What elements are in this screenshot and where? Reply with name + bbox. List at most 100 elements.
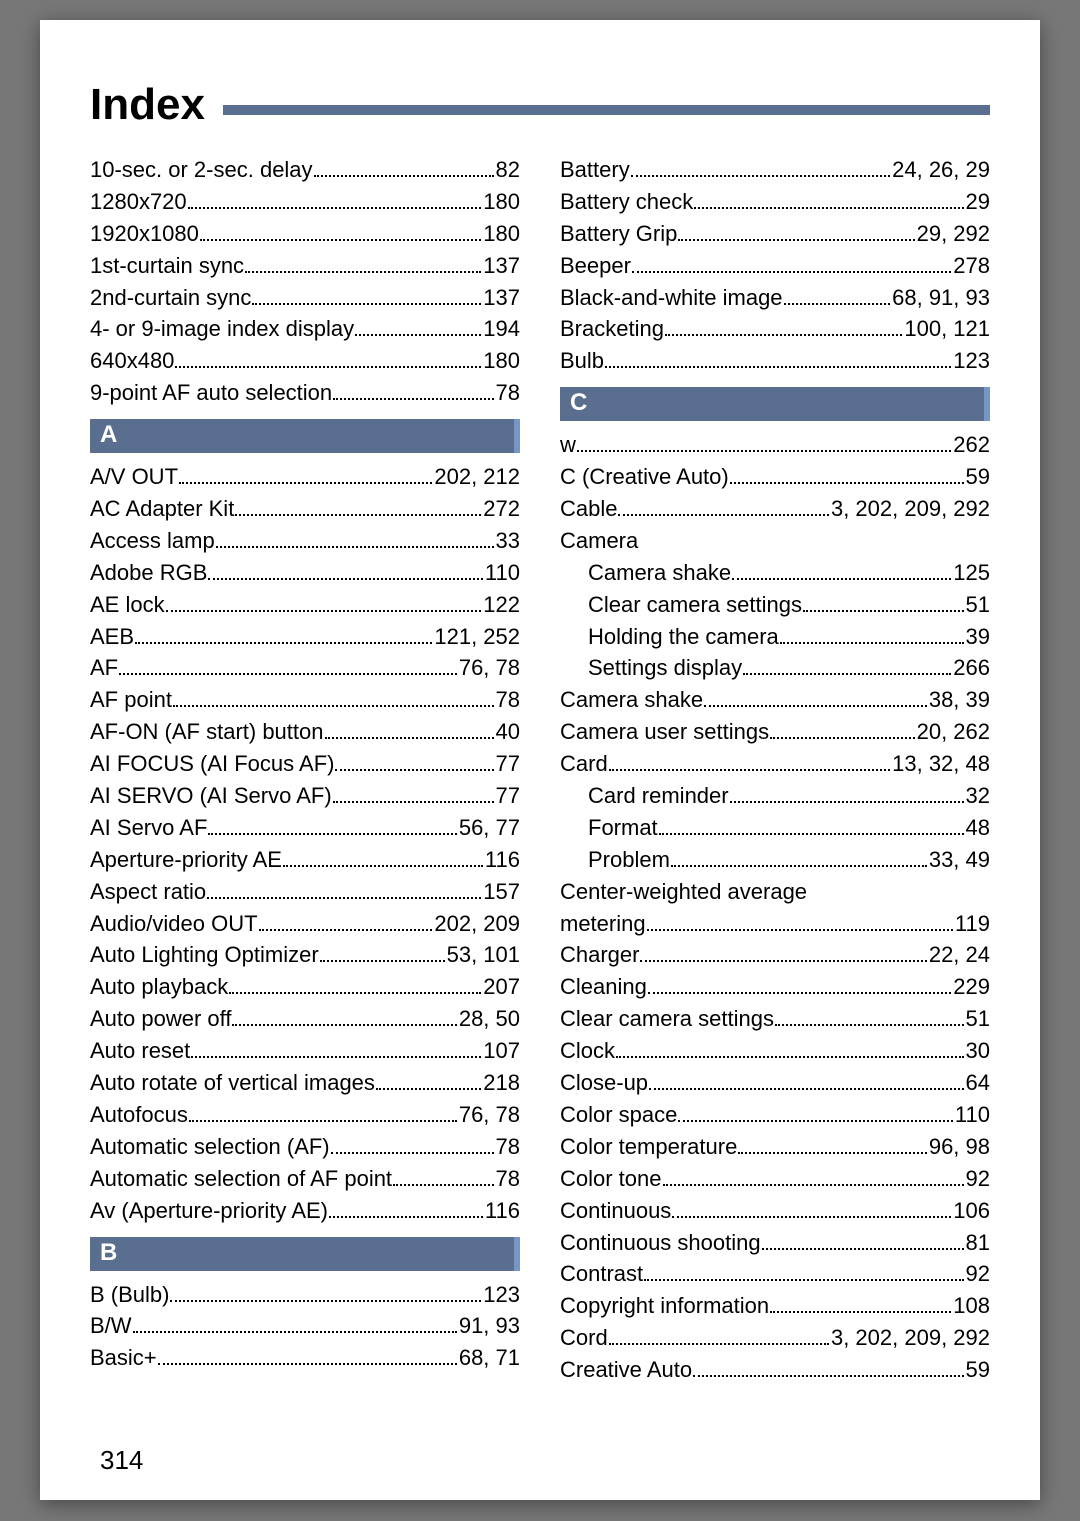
index-entry: A/V OUT 202, 212 xyxy=(90,461,520,493)
index-pages: 32 xyxy=(965,780,990,812)
leader-dots xyxy=(333,801,494,803)
leader-dots xyxy=(577,450,951,452)
index-entry: B (Bulb)123 xyxy=(90,1279,520,1311)
leader-dots xyxy=(200,239,481,241)
index-pages: 266 xyxy=(952,652,990,684)
leader-dots xyxy=(678,1120,953,1122)
index-term: Auto power off xyxy=(90,1003,231,1035)
index-pages: 202, 212 xyxy=(433,461,520,493)
index-entry: Autofocus76, 78 xyxy=(90,1099,520,1131)
index-term: Center-weighted average xyxy=(560,876,807,908)
index-entry: Auto reset107 xyxy=(90,1035,520,1067)
index-pages: 108 xyxy=(952,1290,990,1322)
leader-dots xyxy=(166,610,482,612)
index-pages: 202, 209 xyxy=(433,908,520,940)
index-pages: 180 xyxy=(482,345,520,377)
leader-dots xyxy=(235,514,481,516)
index-term: 640x480 xyxy=(90,345,174,377)
leader-dots xyxy=(325,737,494,739)
index-pages: 229 xyxy=(952,971,990,1003)
leader-dots xyxy=(191,1056,481,1058)
index-term: Close-up xyxy=(560,1067,648,1099)
leader-dots xyxy=(320,960,445,962)
index-column-left: 10-sec. or 2-sec. delay821280x720 180 1920… xyxy=(90,154,520,1386)
index-term: Audio/video OUT xyxy=(90,908,258,940)
index-entry: AF point78 xyxy=(90,684,520,716)
index-entry: Creative Auto59 xyxy=(560,1354,990,1386)
leader-dots xyxy=(283,865,483,867)
index-term: 1280x720 xyxy=(90,186,187,218)
leader-dots xyxy=(216,546,494,548)
leader-dots xyxy=(762,1248,964,1250)
leader-dots xyxy=(189,1120,457,1122)
index-entry: Problem33, 49 xyxy=(560,844,990,876)
index-pages: 78 xyxy=(495,684,520,716)
index-entry: Copyright information108 xyxy=(560,1290,990,1322)
index-entry: Cleaning 229 xyxy=(560,971,990,1003)
index-term: Clock xyxy=(560,1035,615,1067)
index-pages: 180 xyxy=(482,186,520,218)
index-pages: 40 xyxy=(495,716,520,748)
index-term: AF xyxy=(90,652,118,684)
index-term: Clear camera settings xyxy=(560,1003,774,1035)
index-entry: Automatic selection of AF point78 xyxy=(90,1163,520,1195)
index-term: Battery check xyxy=(560,186,693,218)
index-pages: 122 xyxy=(482,589,520,621)
index-entry: Basic+68, 71 xyxy=(90,1342,520,1374)
index-entry: Black-and-white image68, 91, 93 xyxy=(560,282,990,314)
index-pages: 24, 26, 29 xyxy=(891,154,990,186)
index-term: 9-point AF auto selection xyxy=(90,377,332,409)
leader-dots xyxy=(605,366,951,368)
leader-dots xyxy=(229,992,481,994)
index-term: Auto Lighting Optimizer xyxy=(90,939,319,971)
leader-dots xyxy=(331,1152,494,1154)
index-entry: Battery24, 26, 29 xyxy=(560,154,990,186)
leader-dots xyxy=(730,482,964,484)
index-entry: Camera user settings20, 262 xyxy=(560,716,990,748)
index-term: Card reminder xyxy=(588,780,729,812)
index-term: Access lamp xyxy=(90,525,215,557)
index-entry: Access lamp33 xyxy=(90,525,520,557)
index-pages: 110 xyxy=(484,557,520,589)
index-entry: Auto power off 28, 50 xyxy=(90,1003,520,1035)
index-pages: 107 xyxy=(482,1035,520,1067)
index-term: 1920x1080 xyxy=(90,218,199,250)
index-entry: Card reminder 32 xyxy=(560,780,990,812)
index-columns: 10-sec. or 2-sec. delay821280x720 180 1920… xyxy=(90,154,990,1386)
index-entry: Camera shake38, 39 xyxy=(560,684,990,716)
index-pages: 28, 50 xyxy=(458,1003,520,1035)
index-term: 2nd-curtain sync xyxy=(90,282,251,314)
leader-dots xyxy=(770,1311,951,1313)
index-term: Creative Auto xyxy=(560,1354,692,1386)
leader-dots xyxy=(770,737,915,739)
index-entry: w262 xyxy=(560,429,990,461)
index-entry: 10-sec. or 2-sec. delay82 xyxy=(90,154,520,186)
index-pages: 81 xyxy=(965,1227,990,1259)
index-term: Av (Aperture-priority AE) xyxy=(90,1195,328,1227)
index-pages: 82 xyxy=(495,154,520,186)
index-pages: 68, 91, 93 xyxy=(891,282,990,314)
leader-dots xyxy=(640,960,926,962)
index-pages: 123 xyxy=(952,345,990,377)
index-term: Camera shake xyxy=(588,557,731,589)
index-entry: Aperture-priority AE116 xyxy=(90,844,520,876)
leader-dots xyxy=(335,769,493,771)
leader-dots xyxy=(158,1363,457,1365)
index-pages: 106 xyxy=(952,1195,990,1227)
index-pages: 207 xyxy=(482,971,520,1003)
index-entry: Clear camera settings51 xyxy=(560,589,990,621)
index-term: Cleaning xyxy=(560,971,647,1003)
index-term: Color temperature xyxy=(560,1131,737,1163)
index-pages: 48 xyxy=(965,812,990,844)
index-entry: AI Servo AF56, 77 xyxy=(90,812,520,844)
index-entry: Av (Aperture-priority AE)116 xyxy=(90,1195,520,1227)
index-term: A/V OUT xyxy=(90,461,178,493)
index-pages: 76, 78 xyxy=(458,652,520,684)
index-term: Holding the camera xyxy=(588,621,779,653)
index-entry: Automatic selection (AF)78 xyxy=(90,1131,520,1163)
leader-dots xyxy=(329,1216,483,1218)
index-term: Autofocus xyxy=(90,1099,188,1131)
index-term: Charger xyxy=(560,939,639,971)
leader-dots xyxy=(208,578,483,580)
index-pages: 22, 24 xyxy=(928,939,990,971)
